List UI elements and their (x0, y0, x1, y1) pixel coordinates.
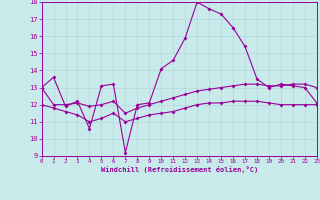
X-axis label: Windchill (Refroidissement éolien,°C): Windchill (Refroidissement éolien,°C) (100, 166, 258, 173)
